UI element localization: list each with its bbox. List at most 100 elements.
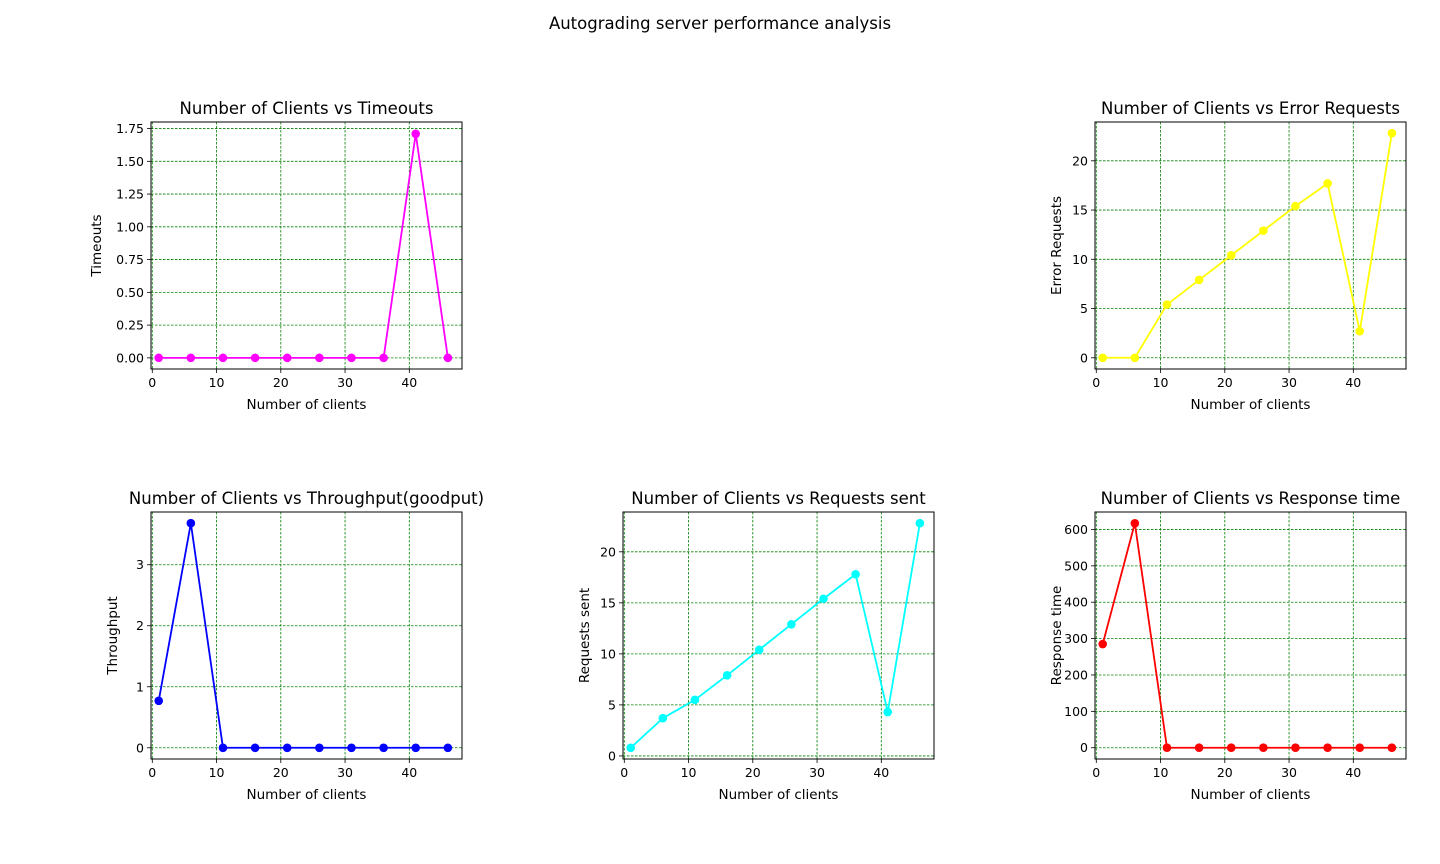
x-tick-label: 0 <box>148 765 156 780</box>
data-point <box>1098 639 1108 649</box>
y-axis-label: Requests sent <box>577 588 593 683</box>
subplot-5: Number of Clients vs Response time 0 10 20 3… <box>1049 489 1407 803</box>
data-point <box>883 707 893 717</box>
data-point <box>1130 518 1140 528</box>
series-line <box>1102 133 1393 359</box>
x-tick-label: 40 <box>401 375 417 390</box>
data-point <box>754 645 764 655</box>
x-tick-label: 30 <box>1281 375 1297 390</box>
data-point <box>1355 326 1365 336</box>
y-tick-label: 1.00 <box>116 219 144 234</box>
data-point <box>1323 179 1332 188</box>
x-tick-label: 40 <box>1345 375 1361 390</box>
axes-frame <box>150 511 463 760</box>
y-tick-label: 5 <box>608 697 616 712</box>
data-point <box>819 594 828 604</box>
subplot-4: Number of Clients vs Requests sent 0 10 20 3… <box>577 489 935 803</box>
x-tick-label: 0 <box>148 375 156 390</box>
y-tick-label: 0 <box>1080 350 1088 365</box>
x-axis-label: Number of clients <box>247 787 367 803</box>
subplot-title: Number of Clients vs Error Requests <box>1101 99 1400 118</box>
data-point <box>443 743 453 753</box>
data-point <box>722 671 732 680</box>
y-tick-label: 15 <box>1072 203 1088 218</box>
subplot-title: Number of Clients vs Response time <box>1101 489 1401 508</box>
data-point <box>690 695 700 705</box>
y-tick-label: 15 <box>600 595 616 610</box>
axes-frame <box>1094 511 1407 760</box>
y-tick-label: 100 <box>1064 704 1088 719</box>
data-point <box>443 353 453 363</box>
y-tick-label: 1.75 <box>116 121 144 136</box>
data-point <box>315 353 324 363</box>
x-tick-label: 30 <box>1281 765 1297 780</box>
data-point <box>379 743 388 753</box>
x-tick-label: 20 <box>1217 375 1233 390</box>
data-point <box>1323 743 1332 753</box>
x-axis-label: Number of clients <box>1191 397 1311 413</box>
x-tick-label: 10 <box>681 765 697 780</box>
y-tick-label: 400 <box>1064 595 1088 610</box>
data-point <box>218 353 228 363</box>
data-point <box>218 743 228 753</box>
data-point <box>186 353 196 363</box>
data-point <box>1162 300 1172 309</box>
x-tick-label: 40 <box>401 765 417 780</box>
x-tick-label: 40 <box>873 765 889 780</box>
data-point <box>315 743 324 753</box>
y-tick-label: 1 <box>136 679 144 694</box>
x-tick-label: 10 <box>209 375 225 390</box>
y-axis-label: Timeouts <box>89 214 105 277</box>
y-tick-label: 0 <box>608 748 616 763</box>
y-tick-label: 0 <box>1080 740 1088 755</box>
series-line <box>157 522 448 749</box>
data-point <box>851 569 860 579</box>
y-tick-label: 3 <box>136 557 144 572</box>
data-point <box>411 743 421 753</box>
series-line <box>630 523 921 749</box>
data-point <box>1259 743 1268 753</box>
data-point <box>1259 226 1268 236</box>
y-axis-label: Response time <box>1049 586 1065 686</box>
y-tick-label: 10 <box>600 646 616 661</box>
data-point <box>154 353 164 363</box>
data-point <box>1387 128 1397 138</box>
data-point <box>186 518 196 528</box>
y-tick-label: 500 <box>1064 558 1088 573</box>
subplot-title: Number of Clients vs Timeouts <box>180 99 434 118</box>
data-point <box>1162 743 1172 753</box>
y-axis-label: Error Requests <box>1049 196 1065 295</box>
y-axis-label: Throughput <box>105 596 121 675</box>
series-line <box>1101 522 1392 749</box>
y-tick-label: 0.25 <box>116 318 144 333</box>
figure-title: Autograding server performance analysis <box>548 14 892 33</box>
data-point <box>250 743 260 753</box>
y-tick-label: 0.75 <box>116 252 144 267</box>
x-tick-label: 30 <box>809 765 825 780</box>
x-tick-label: 10 <box>1153 765 1169 780</box>
data-point <box>1226 251 1236 260</box>
data-point <box>658 713 668 723</box>
data-point <box>1226 743 1236 753</box>
x-tick-label: 20 <box>273 375 289 390</box>
y-tick-label: 1.50 <box>116 154 144 169</box>
x-axis-label: Number of clients <box>1191 787 1311 803</box>
data-point <box>347 743 356 753</box>
x-tick-label: 40 <box>1345 765 1361 780</box>
y-tick-label: 600 <box>1064 522 1088 537</box>
series-line <box>158 132 449 359</box>
x-tick-label: 0 <box>1092 765 1100 780</box>
data-point <box>282 743 292 753</box>
data-point <box>1355 743 1365 753</box>
data-point <box>1291 201 1300 211</box>
x-axis-label: Number of clients <box>247 397 367 413</box>
y-tick-label: 1.25 <box>116 187 144 202</box>
data-point <box>411 129 421 139</box>
x-tick-label: 30 <box>337 765 353 780</box>
x-tick-label: 20 <box>1217 765 1233 780</box>
y-tick-label: 0.50 <box>116 285 144 300</box>
y-tick-label: 5 <box>1080 301 1088 316</box>
subplot-2: Number of Clients vs Error Requests 0 10 20… <box>1049 99 1407 413</box>
subplot-title: Number of Clients vs Requests sent <box>631 489 926 508</box>
